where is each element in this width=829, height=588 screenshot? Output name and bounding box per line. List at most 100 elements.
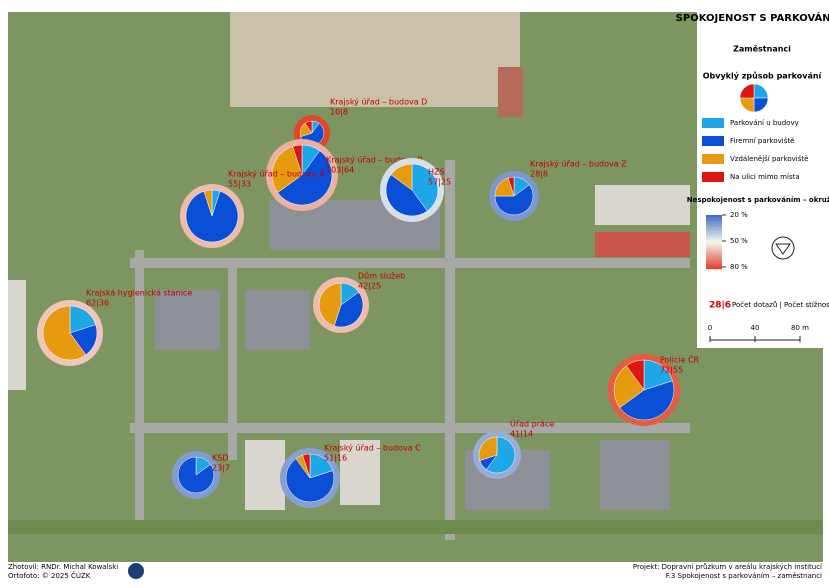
roads <box>8 160 823 540</box>
scale-label: 80 m <box>791 324 809 332</box>
building <box>595 185 690 225</box>
site-counts: 103|64 <box>326 166 354 175</box>
ring-gradient <box>706 265 722 268</box>
ring-gradient <box>706 216 722 219</box>
ring-gradient <box>706 263 722 266</box>
tree-line <box>8 520 823 534</box>
pie-slice <box>318 282 342 327</box>
pie-slice <box>292 144 303 176</box>
ring-gradient <box>706 229 722 232</box>
legend-subtitle: Zaměstnanci <box>733 44 791 54</box>
scale-label: 0 <box>708 324 712 332</box>
ring-gradient <box>706 245 722 248</box>
ring-gradient <box>706 227 722 230</box>
pie-slice <box>285 458 335 503</box>
pie-slice <box>390 163 413 191</box>
ring-gradient <box>706 233 722 235</box>
pie-slice <box>185 190 239 243</box>
footer: Zhotovil: RNDr. Michal Kowalski Ortofoto… <box>8 563 823 580</box>
site-counts: 55|33 <box>228 180 251 189</box>
parking-lot <box>245 290 310 350</box>
legend-title: SPOKOJENOST S PARKOVÁNÍM <box>676 11 829 24</box>
ring-gradient <box>706 218 722 221</box>
building <box>340 440 380 505</box>
ring-gradient <box>706 247 722 250</box>
site-counts: 57|25 <box>428 178 451 187</box>
ring-gradient <box>706 238 722 241</box>
ring-gradient <box>706 251 722 253</box>
road <box>135 250 144 530</box>
site-counts: 41|14 <box>510 430 533 439</box>
pie-slice <box>333 291 364 328</box>
site-counts: 72|55 <box>660 366 683 375</box>
ring-gradient <box>706 224 722 226</box>
count-text: Počet dotazů | Počet stížností na parkov… <box>732 301 829 309</box>
ring-gradient <box>706 267 722 270</box>
site-name: Krajský úřad – budova C <box>324 444 421 453</box>
count-example: 28|6 <box>709 301 731 311</box>
pie-slice <box>478 436 498 461</box>
buildings <box>8 67 690 510</box>
site-name: Krajský úřad – budova A <box>228 170 325 179</box>
site-name: Krajská hygienická stanice <box>86 289 192 298</box>
legend: SPOKOJENOST S PARKOVÁNÍM Zaměstnanci Obv… <box>676 11 829 342</box>
logo <box>128 563 144 579</box>
ring-gradient <box>706 260 722 262</box>
site-name: Krajský úřad – budova D <box>330 98 427 107</box>
site-counts: 28|8 <box>530 170 548 179</box>
pie-slice <box>643 359 673 391</box>
pie-slice <box>304 120 313 134</box>
pie-slice <box>507 176 515 197</box>
ring-gradient <box>706 234 722 237</box>
pie-slice <box>739 83 755 99</box>
ring-gradient <box>706 231 722 234</box>
site-name: Krajský úřad – budova B <box>326 156 423 165</box>
site-name: Policie ČR <box>660 354 700 365</box>
ring-tick-label: 80 % <box>730 263 748 271</box>
pie-slice <box>619 380 675 421</box>
site-counts: 23|7 <box>212 464 230 473</box>
legend-swatch <box>702 136 724 146</box>
legend-label: Na ulici mimo místa <box>730 173 800 181</box>
ring-gradient <box>706 225 722 228</box>
pie-slice <box>613 365 645 408</box>
ring-gradient <box>706 242 722 244</box>
pie-slice <box>42 305 87 361</box>
legend-swatch <box>702 154 724 164</box>
pie-slice <box>494 184 534 216</box>
ring-gradient <box>706 220 722 223</box>
pie-slice <box>411 163 439 212</box>
ring-gradient <box>706 243 722 246</box>
pie-slice <box>302 453 311 479</box>
ring-gradient <box>706 215 722 217</box>
ring-gradient <box>706 258 722 261</box>
author: Zhotovil: RNDr. Michal Kowalski <box>8 563 118 571</box>
ring-gradient <box>706 240 722 243</box>
site-counts: 42|25 <box>358 282 381 291</box>
pie-slice <box>385 174 428 217</box>
ring-gradient <box>706 236 722 239</box>
pie-slice <box>486 436 516 474</box>
ring-tick-label: 50 % <box>730 237 748 245</box>
legend-label: Vzdálenější parkoviště <box>730 155 808 163</box>
site-counts: 10|8 <box>330 108 348 117</box>
site-name: Úřad práce <box>510 418 554 429</box>
legend-label: Parkování u budovy <box>730 119 799 127</box>
legend-swatch <box>702 172 724 182</box>
road <box>130 423 690 433</box>
site-name: HZS <box>428 168 445 177</box>
sites: Krajský úřad – budova D10|8 Krajský úřad … <box>37 98 700 508</box>
parking-lot <box>600 440 670 510</box>
parking-lot <box>155 290 220 350</box>
sheet: F.3 Spokojenost s parkováním – zaměstnan… <box>666 572 822 580</box>
ring-gradient <box>706 256 722 259</box>
road <box>130 258 690 268</box>
ring-gradient <box>706 261 722 264</box>
ring-gradient <box>706 254 722 257</box>
road <box>228 260 237 460</box>
project: Projekt: Dopravní průzkum v areálu krajs… <box>633 563 823 571</box>
site-counts: 62|36 <box>86 299 109 308</box>
pie-slice <box>271 146 303 193</box>
site-name: Krajský úřad – budova Z <box>530 160 627 169</box>
building <box>8 280 26 390</box>
